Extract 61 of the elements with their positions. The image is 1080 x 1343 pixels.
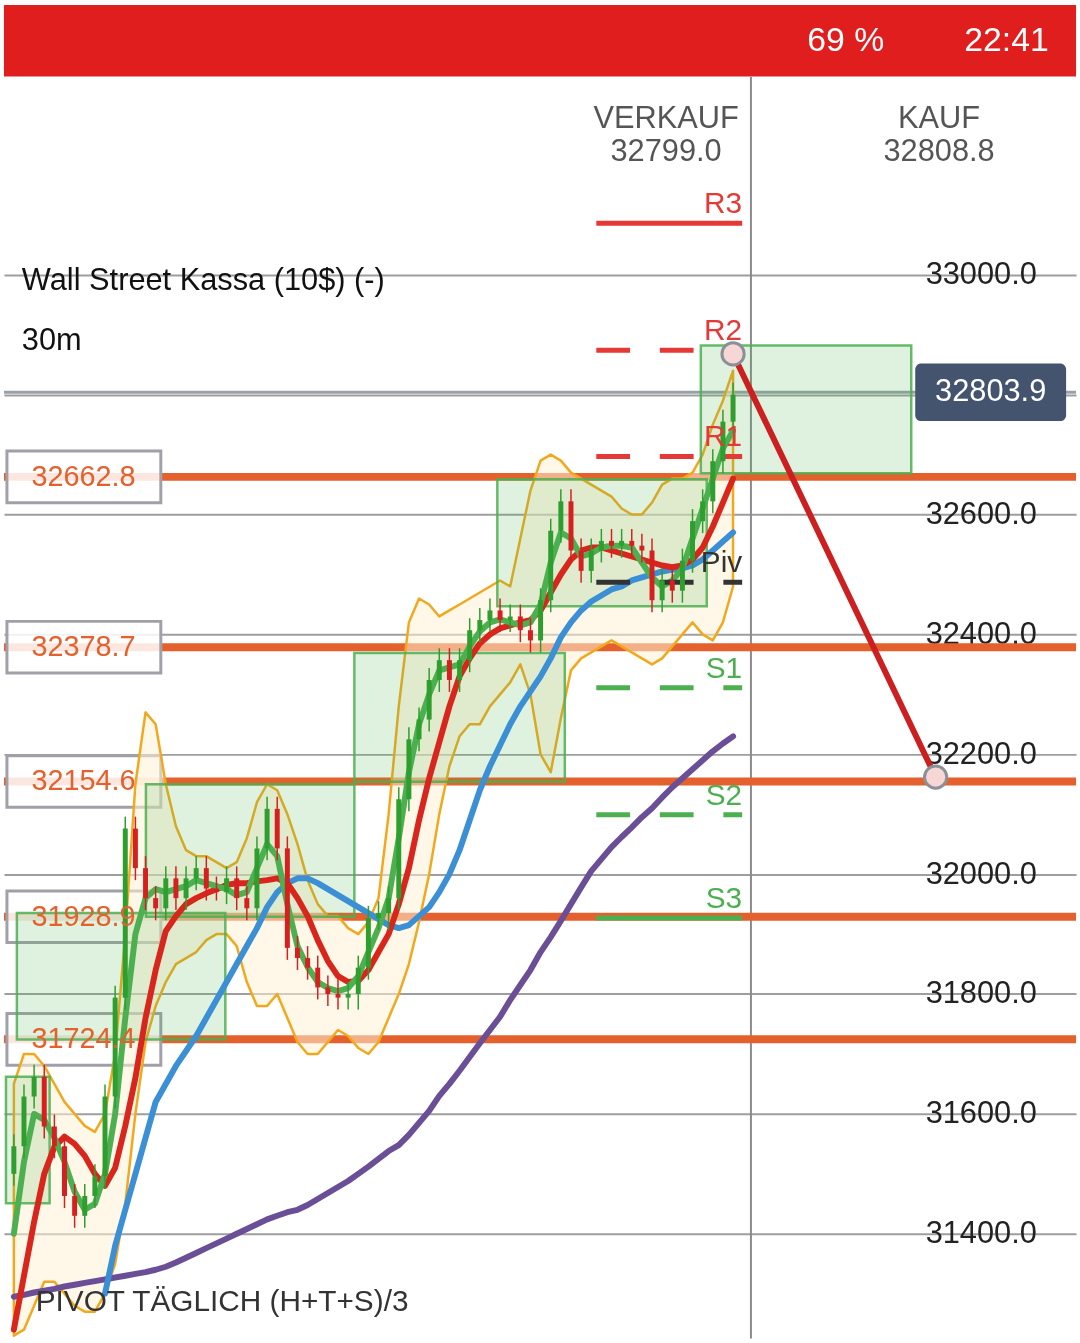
candlestick bbox=[527, 617, 533, 654]
candlestick bbox=[588, 537, 594, 584]
text: 69 % bbox=[807, 19, 885, 58]
y-tick-label: 31800.0 bbox=[925, 975, 1037, 1011]
candlestick bbox=[609, 528, 614, 559]
candlestick bbox=[51, 1113, 57, 1159]
candlestick bbox=[416, 706, 422, 753]
candlestick bbox=[345, 981, 351, 1011]
candlestick bbox=[578, 537, 584, 584]
candlestick bbox=[234, 865, 240, 911]
y-tick-label: 31400.0 bbox=[925, 1215, 1037, 1251]
candlestick bbox=[639, 532, 645, 564]
ref-line-label: S2 bbox=[705, 777, 743, 811]
candlestick bbox=[31, 1064, 37, 1110]
text: 22:41 bbox=[964, 19, 1049, 58]
candlestick bbox=[477, 607, 483, 643]
candlestick bbox=[193, 855, 199, 892]
candlestick bbox=[598, 528, 604, 564]
candlestick bbox=[305, 945, 311, 981]
y-tick-label: 32200.0 bbox=[925, 735, 1037, 771]
ref-line-label: R3 bbox=[704, 186, 743, 220]
ref-line-label: 32378.7 bbox=[31, 630, 136, 663]
candlestick bbox=[72, 1183, 78, 1229]
candlestick bbox=[517, 603, 523, 643]
candlestick bbox=[659, 567, 665, 613]
candlestick bbox=[244, 885, 250, 922]
candlestick bbox=[325, 974, 331, 1007]
y-tick-label: 31600.0 bbox=[925, 1095, 1037, 1131]
y-tick-label: 32600.0 bbox=[925, 495, 1037, 531]
ref-line-label: 32662.8 bbox=[31, 459, 136, 492]
candlestick bbox=[295, 935, 300, 971]
candlestick bbox=[629, 528, 635, 559]
candlestick bbox=[700, 488, 706, 534]
ref-line-label: S1 bbox=[705, 650, 743, 684]
text: Wall Street Kassa (10$) (-) bbox=[21, 261, 385, 297]
candlestick bbox=[497, 597, 503, 633]
y-tick-label: 32400.0 bbox=[925, 615, 1037, 651]
candlestick bbox=[203, 855, 209, 902]
candlestick bbox=[507, 603, 513, 633]
ref-line-label: 32803.9 bbox=[935, 373, 1047, 409]
candlestick bbox=[436, 647, 442, 693]
candlestick bbox=[457, 647, 463, 693]
ref-line-label: R2 bbox=[704, 313, 743, 347]
candlestick bbox=[446, 647, 452, 693]
candlestick bbox=[92, 1163, 98, 1209]
candlestick bbox=[82, 1183, 88, 1229]
candlestick bbox=[487, 597, 493, 633]
text: 30m bbox=[21, 322, 82, 358]
y-tick-label: 33000.0 bbox=[925, 256, 1037, 292]
candlestick bbox=[183, 865, 189, 911]
candlestick bbox=[376, 900, 381, 931]
candlestick bbox=[619, 528, 625, 559]
candlestick bbox=[315, 954, 321, 1001]
candlestick bbox=[224, 865, 230, 905]
candlestick bbox=[669, 567, 675, 604]
candlestick bbox=[386, 885, 392, 931]
y-tick-label: 32000.0 bbox=[925, 855, 1037, 891]
candlestick bbox=[173, 865, 179, 911]
ref-line-label: S3 bbox=[705, 880, 743, 914]
candlestick bbox=[153, 885, 159, 922]
ref-line-label: 32154.6 bbox=[31, 764, 136, 797]
